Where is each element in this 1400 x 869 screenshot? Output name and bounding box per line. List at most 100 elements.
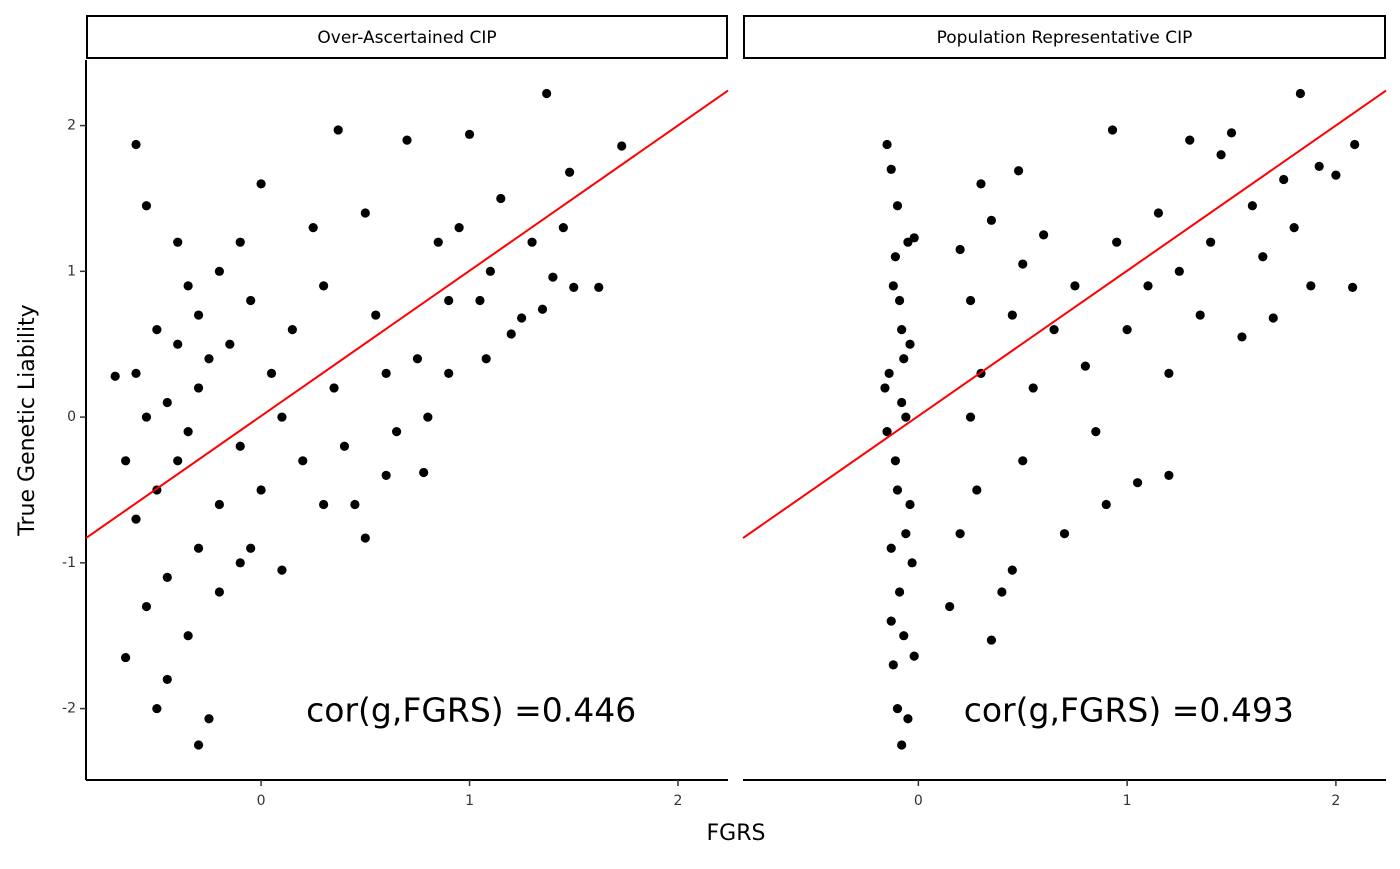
- point: [350, 499, 360, 510]
- strip-box: [86, 15, 728, 59]
- point: [886, 543, 896, 553]
- y-tick-label: -2: [62, 701, 76, 717]
- point: [564, 167, 575, 177]
- point: [888, 281, 898, 291]
- point: [1153, 208, 1164, 218]
- point: [319, 499, 329, 510]
- point: [527, 237, 537, 247]
- point: [381, 368, 391, 378]
- point: [162, 397, 172, 408]
- point: [1331, 170, 1341, 180]
- point: [1013, 166, 1024, 176]
- point: [1007, 310, 1017, 320]
- point: [901, 529, 911, 539]
- point: [183, 427, 193, 437]
- point: [517, 313, 527, 323]
- point: [1164, 470, 1174, 480]
- point: [444, 368, 454, 378]
- point: [892, 201, 903, 211]
- point: [193, 310, 204, 320]
- point: [193, 740, 204, 750]
- point: [141, 601, 152, 612]
- point: [1237, 332, 1247, 342]
- point: [121, 456, 131, 466]
- point: [542, 88, 552, 99]
- y-tick-label: -1: [62, 555, 76, 571]
- point: [141, 201, 152, 211]
- point: [329, 383, 339, 393]
- point: [1143, 281, 1153, 291]
- point: [183, 281, 193, 291]
- point: [110, 371, 120, 381]
- x-tick-label: 1: [1123, 793, 1132, 809]
- point: [594, 282, 604, 292]
- point: [162, 674, 172, 685]
- point: [1247, 201, 1257, 211]
- point: [1018, 456, 1028, 466]
- point: [152, 325, 162, 335]
- point: [287, 325, 297, 335]
- point: [402, 135, 412, 145]
- point: [897, 740, 907, 750]
- point: [997, 587, 1007, 597]
- point: [909, 651, 919, 661]
- point: [888, 660, 898, 670]
- point: [1268, 313, 1278, 323]
- y-axis-title: True Genetic Liability: [15, 304, 40, 536]
- x-tick-label: 2: [674, 793, 683, 809]
- point: [1350, 139, 1360, 150]
- point: [371, 310, 381, 320]
- point: [1295, 88, 1306, 99]
- point: [884, 368, 894, 378]
- point: [173, 339, 183, 349]
- point: [131, 514, 141, 524]
- point: [882, 427, 892, 437]
- point: [121, 652, 131, 663]
- point: [1112, 237, 1122, 247]
- point: [214, 587, 225, 597]
- point: [1258, 252, 1268, 262]
- point: [1206, 237, 1216, 247]
- point: [1347, 282, 1358, 292]
- point: [1195, 310, 1205, 320]
- point: [894, 295, 905, 306]
- point: [972, 485, 982, 495]
- point: [892, 485, 903, 495]
- point: [454, 223, 464, 233]
- point: [1091, 427, 1101, 437]
- point: [965, 295, 976, 306]
- point: [225, 339, 235, 349]
- point: [433, 237, 443, 247]
- point: [945, 601, 955, 612]
- point: [894, 587, 905, 597]
- point: [381, 470, 391, 480]
- point: [955, 244, 965, 255]
- point: [880, 383, 890, 393]
- x-tick-label: 0: [257, 793, 266, 809]
- point: [256, 179, 266, 189]
- x-tick-label: 1: [465, 793, 474, 809]
- y-tick-label: 0: [67, 409, 76, 425]
- point: [485, 266, 495, 276]
- point: [204, 354, 214, 364]
- point: [1279, 174, 1289, 185]
- point: [537, 304, 548, 314]
- point: [1185, 135, 1195, 145]
- strip-title: Over-Ascertained CIP: [317, 28, 496, 48]
- point: [890, 456, 900, 466]
- point: [986, 215, 997, 225]
- point: [1314, 161, 1324, 171]
- point: [986, 635, 997, 645]
- point: [173, 237, 183, 247]
- strip-title: Population Representative CIP: [937, 28, 1193, 48]
- point: [391, 427, 402, 437]
- point: [319, 281, 329, 291]
- point: [412, 354, 423, 364]
- point: [193, 383, 204, 393]
- point: [901, 412, 911, 422]
- point: [548, 272, 558, 282]
- annotation: cor(g,FGRS) =0.493: [964, 691, 1294, 730]
- point: [277, 412, 287, 422]
- point: [1070, 281, 1080, 291]
